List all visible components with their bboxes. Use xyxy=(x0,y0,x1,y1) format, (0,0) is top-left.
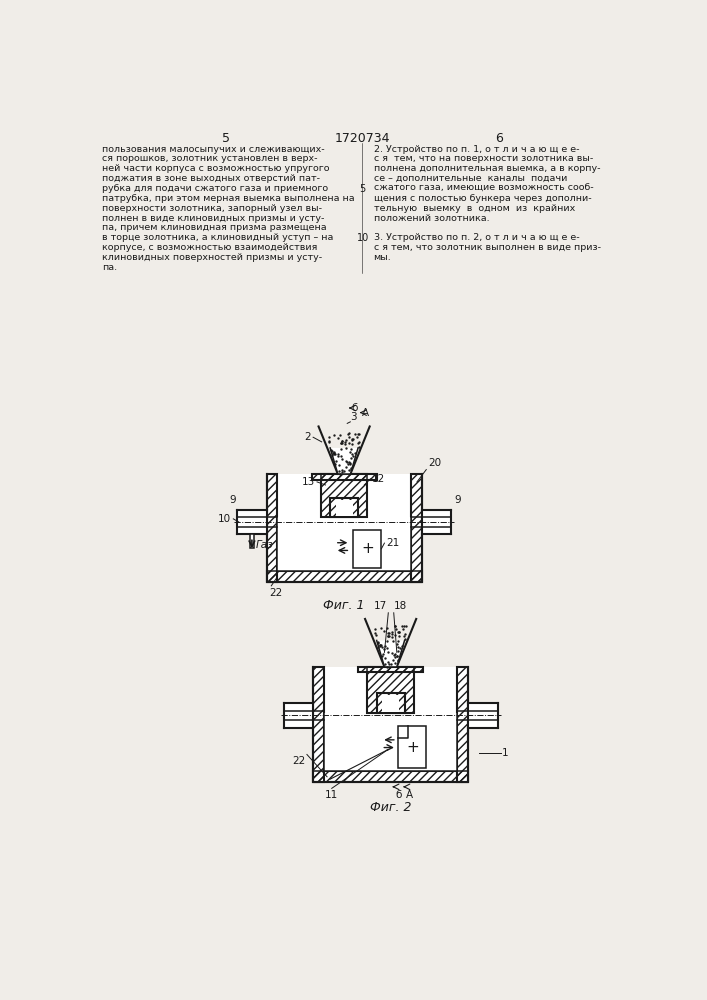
Polygon shape xyxy=(330,448,358,474)
Text: положений золотника.: положений золотника. xyxy=(373,214,489,223)
Bar xyxy=(312,474,377,480)
Text: полнена дополнительная выемка, а в корпу-: полнена дополнительная выемка, а в корпу… xyxy=(373,164,600,173)
Text: 9: 9 xyxy=(229,495,236,505)
Text: 9: 9 xyxy=(454,495,461,505)
Text: 22: 22 xyxy=(292,756,305,766)
Text: 10: 10 xyxy=(356,233,369,243)
Bar xyxy=(377,693,404,713)
Bar xyxy=(313,771,468,782)
Text: се – дополнительные  каналы  подачи: се – дополнительные каналы подачи xyxy=(373,174,567,183)
Text: поджатия в зоне выходных отверстий пат-: поджатия в зоне выходных отверстий пат- xyxy=(103,174,320,183)
Text: 21: 21 xyxy=(386,538,399,548)
Bar xyxy=(313,771,468,782)
Bar xyxy=(312,474,377,480)
Text: 17: 17 xyxy=(374,601,387,611)
Bar xyxy=(267,571,421,582)
Text: патрубка, при этом мерная выемка выполнена на: патрубка, при этом мерная выемка выполне… xyxy=(103,194,355,203)
Text: ся порошков, золотник установлен в верх-: ся порошков, золотник установлен в верх- xyxy=(103,154,318,163)
Bar xyxy=(368,667,414,713)
Text: 2: 2 xyxy=(304,432,311,442)
Bar xyxy=(250,534,255,548)
Text: 11: 11 xyxy=(325,790,339,800)
Text: 22: 22 xyxy=(270,588,283,598)
Bar xyxy=(421,510,451,534)
Text: мы.: мы. xyxy=(373,253,392,262)
Text: рубка для подачи сжатого газа и приемного: рубка для подачи сжатого газа и приемног… xyxy=(103,184,329,193)
Polygon shape xyxy=(377,640,404,667)
Bar xyxy=(267,571,421,582)
Bar xyxy=(330,498,358,517)
Text: Фиг. 1: Фиг. 1 xyxy=(323,599,365,612)
Text: А: А xyxy=(362,408,369,418)
Bar xyxy=(313,667,324,782)
Bar xyxy=(267,474,277,582)
Text: 6: 6 xyxy=(495,132,503,145)
Bar xyxy=(237,510,267,534)
Text: 13: 13 xyxy=(301,477,315,487)
Text: поверхности золотника, запорный узел вы-: поверхности золотника, запорный узел вы- xyxy=(103,204,322,213)
Bar xyxy=(354,530,381,568)
Text: в торце золотника, а клиновидный уступ – на: в торце золотника, а клиновидный уступ –… xyxy=(103,233,334,242)
Bar xyxy=(330,498,358,517)
Text: Фиг. 2: Фиг. 2 xyxy=(370,801,411,814)
Bar xyxy=(313,667,324,782)
Bar xyxy=(321,474,368,517)
Text: ней части корпуса с возможностью упругого: ней части корпуса с возможностью упругог… xyxy=(103,164,330,173)
Bar xyxy=(358,667,423,672)
Text: 18: 18 xyxy=(394,601,407,611)
Text: па.: па. xyxy=(103,263,117,272)
Text: 10: 10 xyxy=(218,514,231,524)
Text: 5: 5 xyxy=(221,132,230,145)
Text: б: б xyxy=(352,403,358,413)
Bar xyxy=(284,703,313,728)
Bar xyxy=(321,474,368,517)
Text: тельную  выемку  в  одном  из  крайних: тельную выемку в одном из крайних xyxy=(373,204,575,213)
Bar xyxy=(398,726,426,768)
Text: щения с полостью бункера через дополни-: щения с полостью бункера через дополни- xyxy=(373,194,591,203)
Text: полнен в виде клиновидных призмы и усту-: полнен в виде клиновидных призмы и усту- xyxy=(103,214,325,223)
Text: сжатого газа, имеющие возможность сооб-: сжатого газа, имеющие возможность сооб- xyxy=(373,184,593,193)
Text: корпусе, с возможностью взаимодействия: корпусе, с возможностью взаимодействия xyxy=(103,243,317,252)
Text: А: А xyxy=(406,790,413,800)
Bar xyxy=(324,713,457,771)
Text: б: б xyxy=(395,790,402,800)
Text: клиновидных поверхностей призмы и усту-: клиновидных поверхностей призмы и усту- xyxy=(103,253,322,262)
Text: Газ: Газ xyxy=(256,540,274,550)
Bar xyxy=(324,667,457,771)
Bar xyxy=(411,474,421,582)
Bar xyxy=(358,667,423,672)
Bar xyxy=(277,517,411,571)
Text: 12: 12 xyxy=(372,474,385,484)
Text: с я  тем, что на поверхности золотника вы-: с я тем, что на поверхности золотника вы… xyxy=(373,154,593,163)
Text: 5: 5 xyxy=(360,184,366,194)
Bar xyxy=(267,474,277,582)
Bar xyxy=(377,693,404,713)
Bar xyxy=(382,695,399,712)
Text: +: + xyxy=(361,541,374,556)
Text: 1: 1 xyxy=(502,748,509,758)
Text: +: + xyxy=(406,740,419,755)
Text: 1720734: 1720734 xyxy=(335,132,390,145)
Bar xyxy=(468,703,498,728)
Bar xyxy=(336,500,353,516)
Bar xyxy=(277,474,411,571)
Bar xyxy=(457,667,468,782)
Bar xyxy=(411,474,421,582)
Text: пользования малосыпучих и слеживающих-: пользования малосыпучих и слеживающих- xyxy=(103,145,325,154)
Text: с я тем, что золотник выполнен в виде приз-: с я тем, что золотник выполнен в виде пр… xyxy=(373,243,600,252)
Text: па, причем клиновидная призма размещена: па, причем клиновидная призма размещена xyxy=(103,223,327,232)
Text: 2. Устройство по п. 1, о т л и ч а ю щ е е-: 2. Устройство по п. 1, о т л и ч а ю щ е… xyxy=(373,145,579,154)
Text: 20: 20 xyxy=(428,458,441,468)
Bar xyxy=(368,667,414,713)
Text: 3. Устройство по п. 2, о т л и ч а ю щ е е-: 3. Устройство по п. 2, о т л и ч а ю щ е… xyxy=(373,233,579,242)
Bar xyxy=(457,667,468,782)
Text: 3: 3 xyxy=(351,412,357,422)
